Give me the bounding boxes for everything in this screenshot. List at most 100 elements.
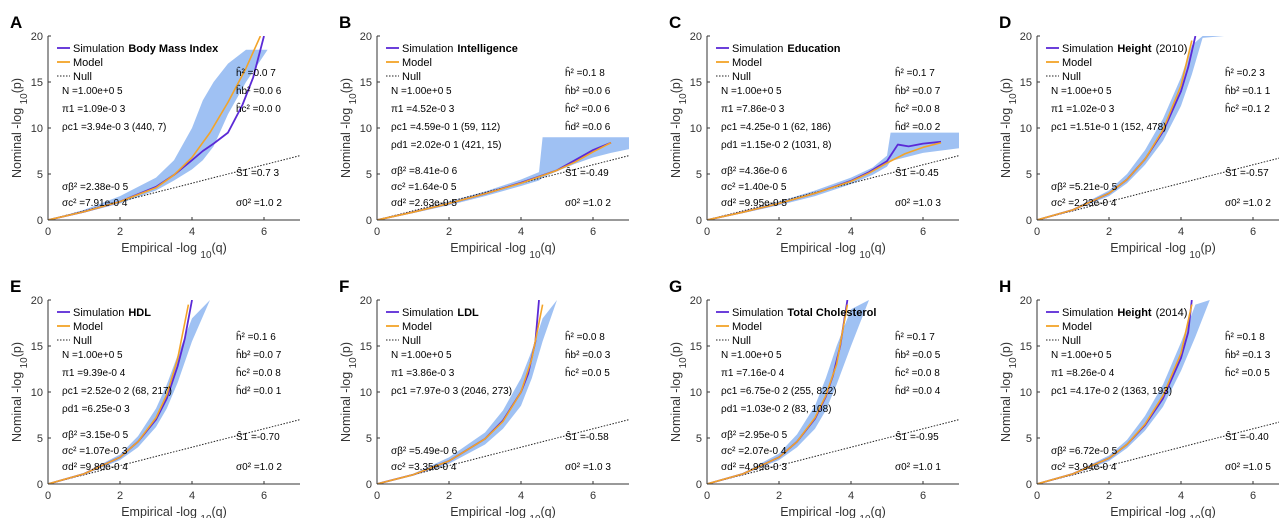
x-axis-label-tail: (q) — [871, 505, 886, 518]
x-axis-label-text: Empirical -log — [780, 505, 859, 518]
x-tick-label: 4 — [518, 226, 524, 238]
stat-right: ĥd² =0.0 1 — [236, 384, 282, 397]
y-tick-label: 10 — [1020, 123, 1032, 135]
confidence-band — [1037, 36, 1228, 220]
y-axis-label-tail: (p) — [669, 342, 683, 357]
panel-letter: D — [999, 13, 1011, 32]
stat-left: σd² =9.80e-0 4 — [62, 462, 128, 473]
stat-right: ĥ² =0.1 8 — [565, 66, 605, 79]
x-tick-label: 4 — [189, 226, 195, 238]
stat-left: π1 =7.86e-0 3 — [721, 104, 785, 115]
model-line — [1037, 304, 1193, 484]
x-tick-label: 2 — [446, 490, 452, 502]
legend-simulation-label: Simulation — [73, 307, 124, 319]
legend-trait: Height — [1117, 43, 1152, 55]
y-tick-label: 20 — [360, 295, 372, 307]
plot-area — [377, 137, 629, 220]
stat-left: σc² =1.64e-0 5 — [391, 182, 457, 193]
stat-left: N =1.00e+0 5 — [62, 350, 123, 361]
x-tick-label: 0 — [704, 226, 710, 238]
x-axis-label-tail: (p) — [1201, 241, 1216, 255]
legend-null: Null — [402, 335, 421, 347]
stat-right: ĥb² =0.1 3 — [1225, 348, 1271, 361]
y-axis-label-tail: (p) — [999, 78, 1013, 93]
legend-simulation: Simulation LDL — [402, 307, 479, 319]
stat-right: Ŝ1 =-0.57 — [1225, 166, 1269, 179]
y-axis-label: Nominal -log 10(p) — [10, 342, 30, 442]
x-tick-label: 4 — [1178, 226, 1184, 238]
stat-left: σc² =3.94e-0 4 — [1051, 462, 1117, 473]
y-tick-label: 15 — [360, 77, 372, 89]
y-tick-label: 0 — [696, 479, 702, 491]
y-axis-label-text: Nominal -log — [339, 104, 353, 178]
y-axis-label-text: Nominal -log — [10, 368, 24, 442]
stat-right: Ŝ1 =-0.58 — [565, 430, 609, 443]
stat-right: ĥb² =0.0 3 — [565, 348, 611, 361]
stat-left: ρd1 =1.15e-0 2 (1031, 8) — [721, 140, 832, 151]
stat-left: σc² =2.07e-0 4 — [721, 446, 787, 457]
x-tick-label: 6 — [920, 490, 926, 502]
stat-right: σ0² =1.0 3 — [895, 198, 941, 209]
legend-null: Null — [1062, 335, 1081, 347]
x-axis-label-tail: (q) — [212, 505, 227, 518]
panel-letter: E — [10, 277, 21, 296]
x-tick-label: 6 — [1250, 490, 1256, 502]
stat-left: σβ² =6.72e-0 5 — [1051, 446, 1118, 457]
legend-simulation: Simulation Body Mass Index — [73, 43, 219, 55]
stat-right: Ŝ1 =0.7 3 — [236, 166, 280, 179]
y-tick-label: 20 — [690, 295, 702, 307]
y-tick-label: 20 — [31, 295, 43, 307]
x-axis-label: Empirical -log 10(p) — [1110, 241, 1216, 261]
stat-left: σβ² =8.41e-0 6 — [391, 166, 458, 177]
x-tick-label: 0 — [45, 490, 51, 502]
y-axis-label-text: Nominal -log — [339, 368, 353, 442]
legend-simulation-label: Simulation — [73, 43, 124, 55]
y-axis-label: Nominal -log 10(p) — [999, 342, 1019, 442]
stat-left: π1 =8.26e-0 4 — [1051, 368, 1115, 379]
legend-trait: Body Mass Index — [128, 43, 219, 55]
y-axis-label-tail: (p) — [999, 342, 1013, 357]
legend-null: Null — [402, 71, 421, 83]
panel-letter: A — [10, 13, 22, 32]
plot-area — [48, 36, 300, 220]
model-line — [48, 304, 190, 484]
stat-left: N =1.00e+0 5 — [721, 86, 782, 97]
y-tick-label: 20 — [31, 31, 43, 43]
y-axis-label: Nominal -log 10(p) — [999, 78, 1019, 178]
stat-right: ĥ² =0.1 8 — [1225, 330, 1265, 343]
x-axis-label-text: Empirical -log — [121, 505, 200, 518]
legend-trait: Total Cholesterol — [787, 307, 876, 319]
stat-left: σβ² =5.49e-0 6 — [391, 446, 458, 457]
stat-left: ρd1 =2.02e-0 1 (421, 15) — [391, 140, 502, 151]
stat-left: σc² =2.23e-0 4 — [1051, 198, 1117, 209]
stat-left: ρc1 =7.97e-0 3 (2046, 273) — [391, 386, 512, 397]
plot-area — [1037, 300, 1279, 484]
stat-right: ĥ² =0.1 7 — [895, 330, 935, 343]
stat-left: σd² =2.63e-0 5 — [391, 198, 457, 209]
model-line — [377, 142, 612, 220]
y-axis-label-text: Nominal -log — [669, 368, 683, 442]
legend-simulation-label: Simulation — [732, 307, 783, 319]
y-tick-label: 20 — [360, 31, 372, 43]
legend-model: Model — [73, 321, 103, 333]
x-tick-label: 2 — [117, 226, 123, 238]
legend-simulation: Simulation Education — [732, 43, 841, 55]
x-tick-label: 4 — [518, 490, 524, 502]
x-tick-label: 2 — [446, 226, 452, 238]
x-axis-label-text: Empirical -log — [450, 241, 529, 255]
legend-simulation-label: Simulation — [1062, 307, 1113, 319]
stat-right: σ0² =1.0 2 — [1225, 198, 1271, 209]
x-axis-label-tail: (q) — [541, 241, 556, 255]
panel-letter: C — [669, 13, 681, 32]
stat-left: σc² =1.07e-0 3 — [62, 446, 128, 457]
plot-area — [707, 132, 959, 220]
x-axis-label-text: Empirical -log — [1110, 241, 1189, 255]
null-line — [1037, 157, 1279, 220]
legend-simulation-label: Simulation — [1062, 43, 1113, 55]
stat-right: ĥd² =0.0 2 — [895, 120, 941, 133]
x-axis-label-sub: 10 — [529, 250, 541, 261]
y-axis-label-sub: 10 — [678, 93, 689, 105]
